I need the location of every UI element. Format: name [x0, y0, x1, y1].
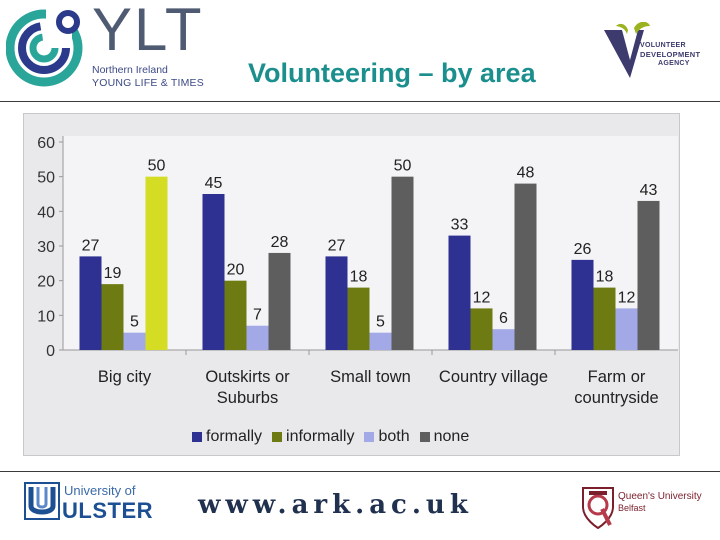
legend-swatch-both	[364, 432, 375, 442]
bar-both	[492, 329, 515, 350]
ylt-sub-line1: Northern Ireland	[92, 64, 168, 76]
ylt-sub-line2: YOUNG LIFE & TIMES	[92, 77, 204, 89]
x-category-label: Suburbs	[217, 389, 278, 407]
y-tick-label: 40	[37, 204, 55, 221]
ulster-crest-icon	[24, 482, 60, 520]
bar-informally	[470, 308, 493, 350]
x-category-label: Small town	[330, 368, 411, 386]
slide-title: Volunteering – by area	[248, 58, 536, 88]
data-label: 45	[205, 175, 223, 192]
ulster-logo: University of ULSTER	[24, 482, 154, 523]
bar-formally	[202, 194, 225, 350]
bar-none	[268, 252, 291, 350]
data-label: 19	[104, 265, 122, 282]
y-tick-label: 20	[37, 274, 55, 291]
legend-swatch-formally	[192, 432, 202, 442]
data-label: 12	[618, 289, 636, 306]
vda-line3: AGENCY	[658, 60, 690, 67]
vda-line2: DEVELOPMENT	[640, 50, 701, 59]
bar-both	[123, 332, 146, 350]
bar-informally	[593, 287, 616, 350]
bar-formally	[325, 256, 348, 350]
legend-label-informally: informally	[286, 428, 355, 445]
data-label: 28	[271, 234, 289, 251]
data-label: 5	[130, 314, 139, 331]
data-label: 48	[517, 165, 535, 182]
y-tick-label: 30	[37, 239, 55, 256]
ulster-big-text: ULSTER	[62, 498, 153, 523]
data-label: 43	[640, 182, 658, 199]
y-tick-label: 0	[46, 343, 55, 360]
legend-item-both: both	[364, 428, 410, 446]
legend-swatch-none	[419, 432, 430, 442]
bar-formally	[79, 256, 102, 350]
data-label: 18	[596, 269, 614, 286]
queens-crest-icon	[582, 487, 614, 530]
data-label: 33	[451, 217, 469, 234]
bar-none	[637, 200, 660, 350]
legend-item-informally: informally	[272, 428, 354, 446]
queens-city: Belfast	[618, 503, 646, 513]
website-link[interactable]: www.ark.ac.uk	[198, 487, 490, 523]
bar-formally	[448, 235, 471, 350]
data-label: 20	[227, 262, 245, 279]
x-category-label: Outskirts or	[205, 368, 290, 386]
data-label: 6	[499, 310, 508, 327]
y-tick-label: 10	[37, 308, 55, 325]
data-label: 50	[148, 158, 166, 175]
bar-informally	[347, 287, 370, 350]
ylt-swirl-icon	[6, 9, 83, 87]
legend-label-both: both	[378, 428, 410, 445]
data-label: 27	[328, 237, 346, 254]
y-tick-label: 60	[37, 135, 55, 152]
x-category-label: Country village	[439, 368, 548, 386]
chart-legend: formally informally both none	[192, 428, 469, 446]
queens-name: Queen's University	[618, 491, 702, 502]
vda-line1: VOLUNTEER	[640, 42, 686, 49]
bar-both	[369, 332, 392, 350]
header-divider	[0, 101, 720, 102]
data-label: 27	[82, 237, 100, 254]
data-label: 5	[376, 314, 385, 331]
bar-formally	[571, 259, 594, 350]
y-tick-label: 50	[37, 170, 55, 187]
data-label: 50	[394, 158, 412, 175]
legend-swatch-informally	[272, 432, 283, 442]
legend-item-none: none	[419, 428, 470, 446]
x-category-label: Farm or	[588, 368, 646, 386]
bar-informally	[101, 284, 124, 350]
bar-informally	[224, 280, 247, 350]
bar-both	[246, 325, 269, 350]
x-category-label: countryside	[574, 389, 658, 407]
queens-logo: Queen's University Belfast	[580, 485, 702, 533]
data-label: 12	[473, 289, 491, 306]
ulster-small-text: University of	[64, 483, 136, 498]
legend-label-formally: formally	[206, 428, 263, 445]
data-label: 26	[574, 241, 592, 258]
data-label: 18	[350, 269, 368, 286]
vda-v-icon	[604, 22, 650, 78]
ylt-logo: YLT Northern Ireland YOUNG LIFE & TIMES	[6, 0, 216, 92]
vda-logo: VOLUNTEER DEVELOPMENT AGENCY	[600, 22, 716, 82]
bar-none	[391, 176, 414, 350]
footer-divider	[0, 471, 720, 472]
legend-label-none: none	[433, 428, 470, 445]
ylt-logo-text: YLT	[92, 0, 204, 63]
bar-both	[615, 308, 638, 350]
legend-item-formally: formally	[192, 428, 262, 446]
bar-none	[514, 183, 537, 350]
bar-none	[145, 176, 168, 350]
x-category-label: Big city	[98, 368, 152, 386]
data-label: 7	[253, 307, 262, 324]
